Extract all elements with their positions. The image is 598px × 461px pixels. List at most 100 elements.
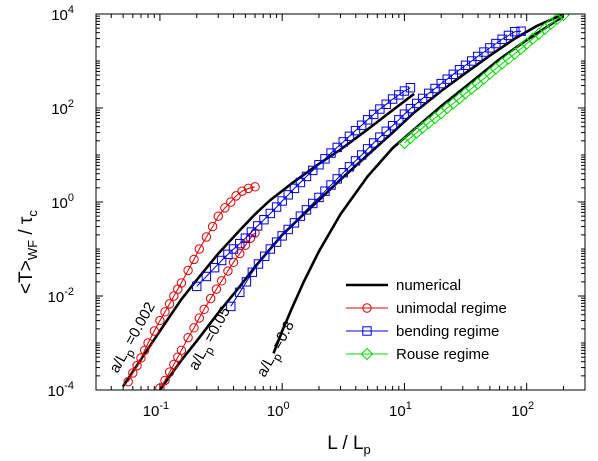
- series-line-unimodal-regime: [127, 186, 256, 382]
- x-axis-label: L / Lp: [327, 433, 371, 457]
- data-point-bending-regime: [252, 221, 263, 231]
- data-point-bending-regime: [192, 281, 202, 292]
- data-point-unimodal-regime: [160, 375, 170, 386]
- legend-item: unimodal regime: [346, 300, 507, 317]
- data-point-unimodal-regime: [231, 191, 241, 201]
- data-point-unimodal-regime: [216, 276, 227, 286]
- data-point-bending-regime: [350, 125, 361, 136]
- series-line-numerical: [122, 92, 415, 388]
- data-point-bending-regime: [314, 160, 324, 170]
- data-point-unimodal-regime: [199, 304, 209, 315]
- data-point-bending-regime: [246, 227, 257, 237]
- data-point-unimodal-regime: [189, 323, 199, 333]
- data-point-bending-regime: [308, 198, 318, 209]
- data-point-bending-regime: [326, 148, 336, 158]
- data-point-bending-regime: [368, 109, 379, 120]
- data-point-bending-regime: [368, 138, 379, 148]
- data-point-bending-regime: [394, 115, 404, 125]
- legend-label: Rouse regime: [396, 346, 489, 363]
- data-point-unimodal-regime: [169, 359, 179, 370]
- data-point-bending-regime: [387, 121, 398, 131]
- y-axis-label-mid: / τ: [16, 216, 37, 240]
- data-point-bending-regime: [223, 249, 233, 260]
- plot-series: [122, 14, 570, 390]
- data-point-bending-regime: [308, 165, 318, 176]
- y-axis-label-sub1: WF: [25, 240, 40, 260]
- data-point-Rouse-regime: [551, 14, 564, 26]
- data-point-bending-regime: [314, 192, 324, 203]
- curve-annotation: a/Lp =0.05: [185, 304, 237, 375]
- data-point-bending-regime: [510, 27, 520, 37]
- data-point-bending-regime: [344, 162, 355, 172]
- data-point-unimodal-regime: [143, 338, 153, 348]
- data-point-Rouse-regime: [557, 14, 570, 22]
- data-point-bending-regime: [424, 88, 434, 99]
- data-point-unimodal-regime: [245, 233, 256, 243]
- y-tick-label: 10-4: [48, 380, 74, 400]
- data-point-bending-regime: [271, 202, 282, 212]
- data-point-unimodal-regime: [128, 368, 138, 378]
- data-point-bending-regime: [375, 132, 385, 142]
- data-point-bending-regime: [350, 156, 361, 166]
- legend-marker: [360, 347, 374, 361]
- legend-item: numerical: [346, 277, 461, 294]
- data-point-bending-regime: [301, 205, 312, 215]
- data-point-unimodal-regime: [207, 221, 218, 232]
- y-tick-label: 100: [51, 192, 74, 212]
- data-point-unimodal-regime: [136, 353, 146, 363]
- data-point-unimodal-regime: [155, 315, 165, 326]
- data-point-bending-regime: [283, 190, 293, 200]
- data-point-unimodal-regime: [228, 257, 239, 268]
- data-point-unimodal-regime: [237, 186, 247, 196]
- data-point-bending-regime: [265, 208, 276, 219]
- data-point-bending-regime: [442, 74, 452, 84]
- data-point-bending-regime: [320, 186, 330, 196]
- svg-text:a/Lp =0.05: a/Lp =0.05: [185, 304, 237, 375]
- data-point-unimodal-regime: [205, 293, 216, 304]
- data-point-bending-regime: [381, 126, 391, 136]
- legend-marker: [362, 326, 372, 336]
- data-point-bending-regime: [295, 211, 306, 221]
- data-point-bending-regime: [228, 244, 239, 254]
- data-point-unimodal-regime: [189, 254, 199, 265]
- data-point-bending-regime: [240, 233, 251, 243]
- x-tick-label: 100: [267, 400, 290, 420]
- y-tick-label: 104: [51, 4, 74, 24]
- data-point-unimodal-regime: [194, 313, 205, 323]
- data-point-unimodal-regime: [169, 291, 179, 301]
- data-point-unimodal-regime: [223, 266, 233, 276]
- data-point-bending-regime: [216, 255, 227, 266]
- data-point-bending-regime: [344, 131, 355, 141]
- data-point-bending-regime: [405, 103, 416, 114]
- data-point-bending-regime: [356, 150, 367, 160]
- data-point-bending-regime: [209, 263, 220, 273]
- data-point-bending-regime: [362, 115, 373, 125]
- data-point-unimodal-regime: [176, 345, 187, 355]
- data-point-unimodal-regime: [149, 326, 160, 336]
- series-Rouse-regime: [398, 14, 570, 150]
- legend-label: unimodal regime: [396, 300, 507, 317]
- data-point-bending-regime: [411, 98, 422, 109]
- series-bending-regime: [192, 26, 526, 312]
- data-point-unimodal-regime: [183, 332, 193, 343]
- data-point-bending-regime: [320, 154, 330, 164]
- y-axis-label-group: <T>WF / τc: [16, 210, 40, 294]
- data-point-bending-regime: [289, 218, 300, 228]
- legend-box: [336, 272, 562, 372]
- data-point-unimodal-regime: [164, 299, 175, 309]
- y-tick-label: 102: [51, 98, 74, 118]
- data-point-bending-regime: [283, 224, 293, 235]
- data-point-unimodal-regime: [220, 203, 230, 213]
- x-tick-label: 10-1: [143, 400, 169, 420]
- data-point-unimodal-regime: [243, 183, 254, 194]
- data-point-bending-regime: [516, 26, 526, 36]
- data-point-bending-regime: [265, 244, 276, 254]
- data-point-bending-regime: [271, 237, 282, 247]
- data-point-unimodal-regime: [164, 367, 175, 377]
- series-line-Rouse-regime: [404, 14, 564, 144]
- data-point-bending-regime: [247, 267, 258, 277]
- data-point-bending-regime: [430, 83, 440, 94]
- data-point-bending-regime: [277, 196, 287, 206]
- data-point-unimodal-regime: [211, 284, 222, 294]
